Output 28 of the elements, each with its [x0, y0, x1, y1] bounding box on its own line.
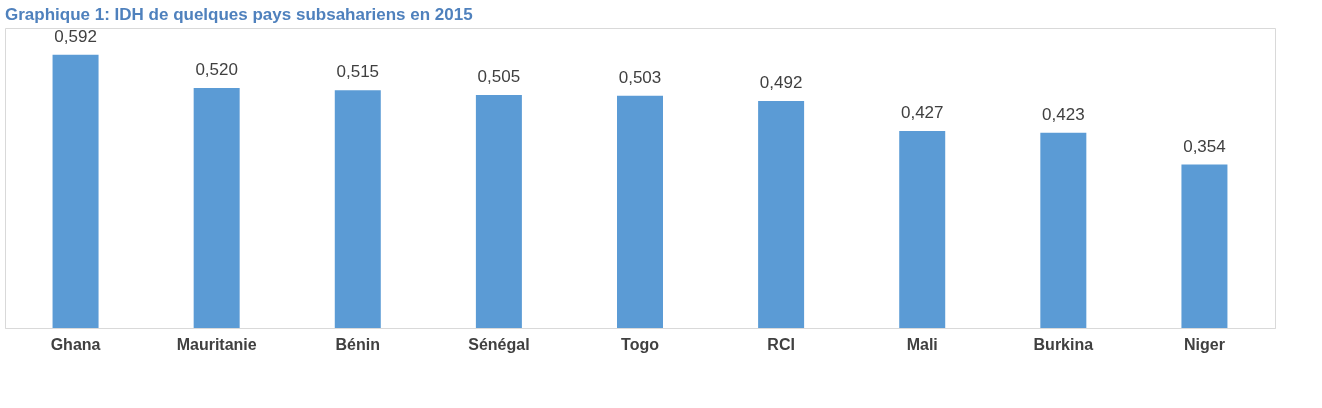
x-tick-label: Sénégal: [468, 335, 530, 353]
bar: [899, 130, 946, 328]
bar: [758, 100, 805, 328]
data-label: 0,503: [618, 67, 662, 87]
x-tick-label: Burkina: [1033, 335, 1094, 353]
data-label: 0,505: [477, 66, 521, 86]
data-label: 0,423: [1042, 104, 1085, 124]
bar: [334, 90, 381, 328]
x-tick-label: Niger: [1183, 335, 1225, 353]
x-tick-label: RCI: [767, 335, 795, 353]
data-label: 0,354: [1183, 136, 1226, 156]
data-label: 0,515: [336, 62, 380, 82]
x-tick-label: Togo: [621, 335, 660, 353]
data-label: 0,520: [195, 60, 238, 79]
bar: [1040, 132, 1087, 328]
x-tick-label: Mauritanie: [176, 335, 257, 353]
bar: [52, 54, 99, 328]
chart-title: Graphique 1: IDH de quelques pays subsahariens en 2015: [5, 4, 473, 24]
data-label: 0,592: [54, 26, 97, 46]
bar: [193, 88, 240, 328]
data-label: 0,427: [900, 102, 944, 122]
x-tick-label: Ghana: [50, 335, 101, 353]
x-tick-label: Bénin: [335, 335, 380, 353]
bar: [1181, 164, 1228, 328]
bar: [617, 95, 663, 328]
x-tick-label: Mali: [906, 335, 938, 353]
bar: [475, 94, 522, 328]
data-label: 0,492: [759, 72, 803, 92]
